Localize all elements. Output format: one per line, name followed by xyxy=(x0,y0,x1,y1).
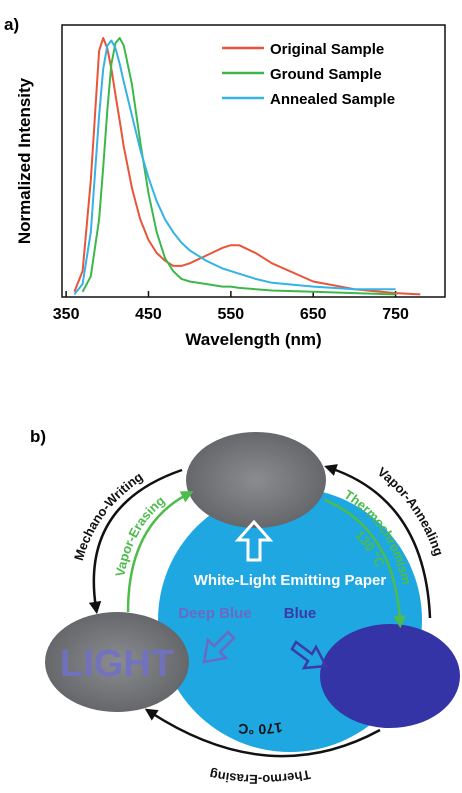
legend-label: Original Sample xyxy=(270,41,384,58)
panel-label: b) xyxy=(30,427,46,446)
state-label: Blue xyxy=(284,605,317,622)
cycle-arrow xyxy=(324,464,432,619)
line-series xyxy=(73,37,421,296)
state-label: Deep Blue xyxy=(178,605,251,622)
arrow xyxy=(202,630,236,664)
line-series xyxy=(81,37,396,296)
x-tick-label: 550 xyxy=(217,306,244,323)
process-label: Thermo-Erasing xyxy=(208,767,312,787)
line-series xyxy=(73,39,396,296)
center-label: White-Light Emitting Paper xyxy=(194,572,387,589)
cycle-arrow xyxy=(324,498,406,629)
legend-label: Annealed Sample xyxy=(270,91,395,108)
x-axis-title: Wavelength (nm) xyxy=(185,330,321,349)
chart: 350 450 550 650 750 Wavelength (nm) Normalized… xyxy=(15,24,446,349)
cycle-arrow xyxy=(88,468,183,615)
arrow xyxy=(290,640,328,670)
written-text: LIGHT xyxy=(60,643,174,685)
x-tick-label: 350 xyxy=(53,306,80,323)
process-label: Thermo-Erasing xyxy=(208,767,312,787)
sample-right xyxy=(320,624,460,728)
x-tick-label: 750 xyxy=(382,306,409,323)
cycle-arrow xyxy=(126,491,194,613)
process-label: 170 °C xyxy=(238,719,284,737)
legend-label: Ground Sample xyxy=(270,66,382,83)
sample-top xyxy=(186,432,326,528)
plot-frame xyxy=(61,24,446,298)
x-tick-label: 650 xyxy=(300,306,327,323)
process-label: 170 °C xyxy=(238,719,284,737)
up-arrow xyxy=(234,519,274,562)
x-tick-label: 450 xyxy=(135,306,162,323)
panel-label: a) xyxy=(4,15,19,34)
y-axis-title: Normalized Intensity xyxy=(15,77,34,244)
cycle-arrow xyxy=(144,708,381,758)
sample-left xyxy=(45,612,189,712)
